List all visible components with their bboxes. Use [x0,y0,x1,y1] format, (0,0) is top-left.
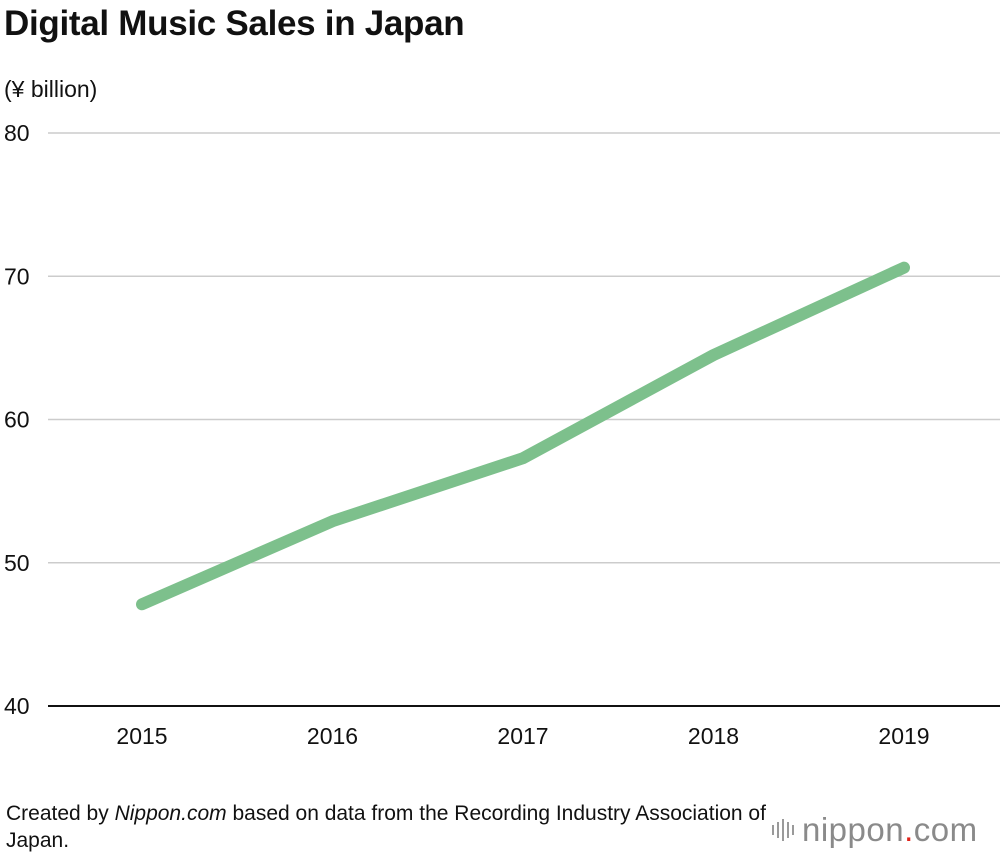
logo-dot: . [904,811,914,848]
nippon-logo: nippon.com [772,810,978,850]
x-tick-label-2015: 2015 [116,723,167,749]
x-tick-label-2019: 2019 [878,723,929,749]
x-tick-label-2016: 2016 [307,723,358,749]
source-suffix: based on data from the Recording Industr… [6,802,766,852]
y-axis-ticks: 40 50 60 70 80 [4,120,30,719]
chart-title: Digital Music Sales in Japan [4,4,465,43]
y-tick-label-50: 50 [4,550,30,576]
logo-wordmark: nippon.com [802,811,978,848]
logo-bars-icon [772,819,794,841]
series-line-0 [136,261,910,611]
x-axis-ticks: 2015 2016 2017 2018 2019 [116,723,929,749]
gridlines [48,132,1000,707]
source-note: Created by Nippon.com based on data from… [6,800,766,854]
series-layer [136,261,910,611]
source-name: Nippon.com [114,802,227,825]
x-tick-label-2018: 2018 [688,723,739,749]
line-chart: 40 50 60 70 80 2015 2016 2017 2018 2019 [4,120,1000,749]
x-tick-label-2017: 2017 [497,723,548,749]
y-tick-label-40: 40 [4,693,30,719]
y-axis-unit-label: (¥ billion) [4,76,98,102]
y-tick-label-70: 70 [4,263,30,289]
y-tick-label-60: 60 [4,407,30,433]
y-tick-label-80: 80 [4,120,30,146]
source-prefix: Created by [6,802,115,825]
